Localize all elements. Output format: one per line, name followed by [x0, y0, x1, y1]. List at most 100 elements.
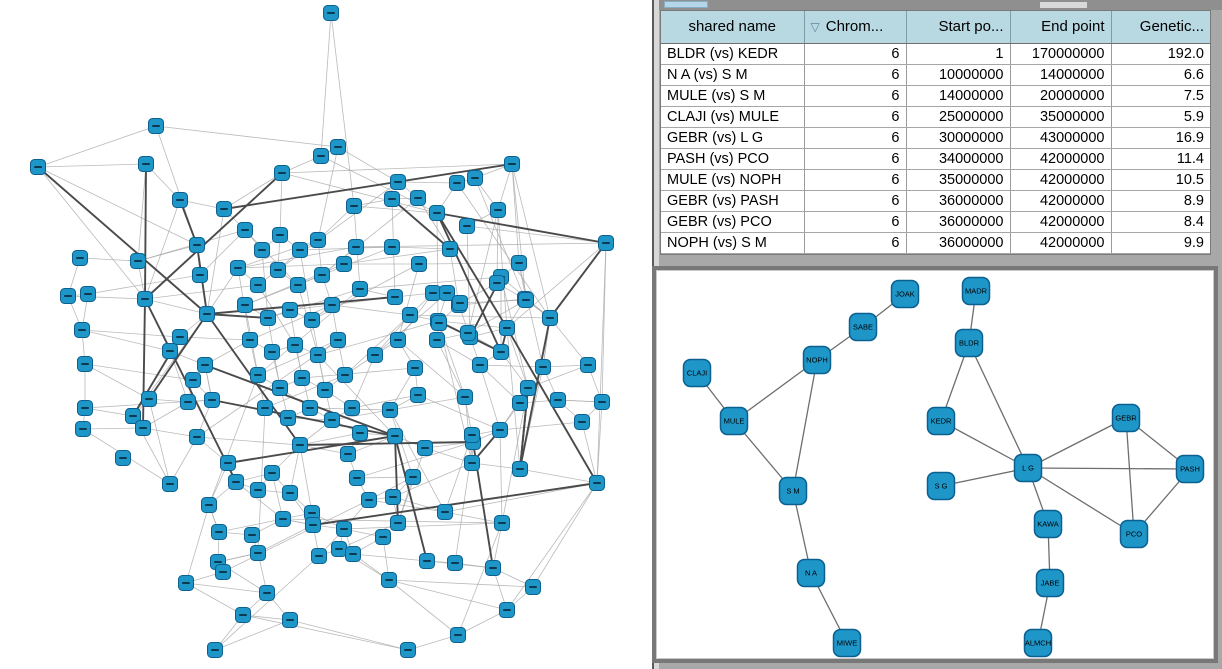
network-node[interactable] [511, 255, 527, 271]
table-cell[interactable]: 7.5 [1111, 85, 1210, 107]
network-node[interactable] [442, 241, 458, 257]
network-node[interactable] [330, 332, 346, 348]
network-node[interactable] [197, 357, 213, 373]
network-node[interactable] [425, 285, 441, 301]
network-node[interactable] [162, 476, 178, 492]
network-node[interactable] [450, 627, 466, 643]
network-node[interactable] [410, 387, 426, 403]
network-node-sg[interactable]: S G [926, 471, 956, 501]
network-node[interactable] [449, 175, 465, 191]
network-node[interactable] [215, 564, 231, 580]
network-node[interactable] [250, 277, 266, 293]
network-node[interactable] [125, 408, 141, 424]
network-node[interactable] [201, 497, 217, 513]
network-node[interactable] [189, 237, 205, 253]
table-cell[interactable]: 14000000 [906, 85, 1011, 107]
network-node[interactable] [384, 191, 400, 207]
network-node[interactable] [264, 465, 280, 481]
network-node[interactable] [324, 297, 340, 313]
network-node[interactable] [490, 202, 506, 218]
table-cell[interactable]: 10.5 [1111, 169, 1210, 191]
network-node[interactable] [385, 489, 401, 505]
table-row[interactable]: NOPH (vs) S M 6 36000000 42000000 9.9 [661, 232, 1210, 254]
network-node[interactable] [172, 329, 188, 345]
table-cell[interactable]: 6.6 [1111, 64, 1210, 86]
network-node[interactable] [77, 400, 93, 416]
network-node[interactable] [361, 492, 377, 508]
table-cell[interactable]: 170000000 [1010, 43, 1112, 65]
network-node[interactable] [489, 275, 505, 291]
network-node[interactable] [452, 295, 468, 311]
table-cell[interactable]: 42000000 [1010, 169, 1112, 191]
network-node[interactable] [137, 291, 153, 307]
network-node[interactable] [260, 310, 276, 326]
network-node[interactable] [72, 250, 88, 266]
table-cell[interactable]: 5.9 [1111, 106, 1210, 128]
table-cell[interactable]: 6 [804, 85, 907, 107]
table-cell[interactable]: 10000000 [906, 64, 1011, 86]
network-node[interactable] [270, 262, 286, 278]
network-node[interactable] [228, 474, 244, 490]
network-node[interactable] [280, 410, 296, 426]
table-cell[interactable]: 6 [804, 211, 907, 233]
network-node-na[interactable]: N A [796, 558, 826, 588]
column-header-0[interactable]: shared name [661, 11, 805, 44]
network-node[interactable] [407, 360, 423, 376]
network-node[interactable] [287, 337, 303, 353]
network-node[interactable] [352, 281, 368, 297]
network-node[interactable] [199, 306, 215, 322]
network-node[interactable] [237, 297, 253, 313]
network-node[interactable] [115, 450, 131, 466]
network-node[interactable] [459, 218, 475, 234]
network-node[interactable] [272, 380, 288, 396]
table-row[interactable]: GEBR (vs) PASH 6 36000000 42000000 8.9 [661, 190, 1210, 212]
table-cell[interactable]: 42000000 [1010, 232, 1112, 254]
table-cell[interactable]: 30000000 [906, 127, 1011, 149]
network-node[interactable] [550, 392, 566, 408]
network-node-pash[interactable]: PASH [1175, 454, 1205, 484]
network-node[interactable] [410, 190, 426, 206]
network-node[interactable] [317, 382, 333, 398]
network-node[interactable] [384, 239, 400, 255]
network-node-kawa[interactable]: KAWA [1033, 509, 1063, 539]
network-node[interactable] [250, 482, 266, 498]
table-cell[interactable]: 6 [804, 148, 907, 170]
network-node-lg[interactable]: L G [1013, 453, 1043, 483]
network-node[interactable] [390, 515, 406, 531]
network-node[interactable] [204, 392, 220, 408]
network-node[interactable] [74, 322, 90, 338]
network-node[interactable] [464, 427, 480, 443]
table-cell[interactable]: PASH (vs) PCO [661, 148, 805, 170]
table-row[interactable]: MULE (vs) NOPH 6 35000000 42000000 10.5 [661, 169, 1210, 191]
network-node[interactable] [504, 156, 520, 172]
network-node[interactable] [314, 267, 330, 283]
network-node[interactable] [525, 579, 541, 595]
network-node[interactable] [60, 288, 76, 304]
network-node[interactable] [467, 170, 483, 186]
network-node-pco[interactable]: PCO [1119, 519, 1149, 549]
table-cell[interactable]: 16.9 [1111, 127, 1210, 149]
scrollbar-fragment-left[interactable] [664, 1, 708, 8]
network-node[interactable] [185, 372, 201, 388]
network-node[interactable] [352, 425, 368, 441]
network-node-claji[interactable]: CLAJI [682, 358, 712, 388]
network-node[interactable] [290, 277, 306, 293]
network-node[interactable] [411, 256, 427, 272]
network-node[interactable] [216, 201, 232, 217]
network-node[interactable] [499, 320, 515, 336]
network-node[interactable] [402, 307, 418, 323]
table-cell[interactable]: 34000000 [906, 148, 1011, 170]
network-node[interactable] [211, 524, 227, 540]
network-node[interactable] [141, 391, 157, 407]
table-cell[interactable]: GEBR (vs) PCO [661, 211, 805, 233]
table-cell[interactable]: 6 [804, 43, 907, 65]
network-node[interactable] [80, 286, 96, 302]
table-row[interactable]: CLAJI (vs) MULE 6 25000000 35000000 5.9 [661, 106, 1210, 128]
table-cell[interactable]: NOPH (vs) S M [661, 232, 805, 254]
network-node[interactable] [331, 541, 347, 557]
table-cell[interactable]: 42000000 [1010, 211, 1112, 233]
large-network-canvas[interactable] [0, 0, 652, 669]
column-header-3[interactable]: End point [1010, 11, 1112, 44]
network-node[interactable] [250, 367, 266, 383]
network-node[interactable] [172, 192, 188, 208]
